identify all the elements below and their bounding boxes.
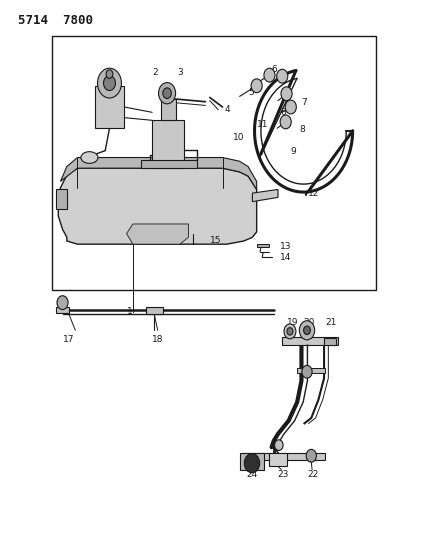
Text: 15: 15 [210,237,221,246]
Text: 17: 17 [62,335,74,344]
Circle shape [57,296,68,310]
Text: 1: 1 [127,307,132,316]
Polygon shape [152,120,184,168]
Text: 20: 20 [303,318,315,327]
Text: 8: 8 [299,125,305,134]
Circle shape [264,68,275,82]
Polygon shape [282,337,338,345]
Polygon shape [95,86,125,128]
Circle shape [158,83,175,104]
Text: 12: 12 [308,189,319,198]
Bar [52,36,376,290]
Polygon shape [244,453,325,460]
Circle shape [302,366,312,378]
Circle shape [275,440,283,450]
Circle shape [106,70,113,78]
Text: 18: 18 [152,335,163,344]
Text: 5: 5 [248,87,254,96]
Polygon shape [58,168,257,244]
Circle shape [277,69,288,83]
Polygon shape [56,307,69,313]
Text: 7: 7 [301,98,307,107]
Polygon shape [253,189,278,201]
Text: 19: 19 [286,318,298,327]
Polygon shape [240,453,265,470]
Circle shape [251,79,262,93]
Circle shape [299,321,315,340]
Polygon shape [297,368,325,373]
Circle shape [163,88,171,99]
Circle shape [287,328,293,335]
Text: 6: 6 [280,108,286,117]
Polygon shape [257,244,270,247]
Text: 6: 6 [272,66,277,74]
Polygon shape [60,158,257,189]
Circle shape [284,324,296,339]
Circle shape [280,115,291,129]
Text: 22: 22 [307,471,318,479]
Text: 5714  7800: 5714 7800 [18,14,93,27]
Text: 14: 14 [280,254,291,262]
Text: 9: 9 [291,147,297,156]
Text: 23: 23 [277,471,288,479]
Text: 21: 21 [325,318,336,327]
Polygon shape [146,307,163,314]
Text: 2: 2 [152,68,158,77]
Text: 4: 4 [225,105,230,114]
Circle shape [281,87,292,101]
Polygon shape [142,160,197,168]
Text: 3: 3 [178,68,184,77]
Ellipse shape [81,152,98,164]
Circle shape [303,326,310,335]
Polygon shape [160,99,175,120]
Circle shape [98,68,122,98]
Circle shape [104,76,116,91]
Text: 13: 13 [280,242,291,251]
Circle shape [306,449,316,462]
Circle shape [244,454,260,473]
Text: 16: 16 [142,237,153,246]
Text: 24: 24 [246,471,257,479]
Polygon shape [324,338,336,345]
Polygon shape [56,189,67,209]
Polygon shape [127,224,188,244]
Circle shape [285,100,296,114]
Polygon shape [270,453,286,466]
Text: 11: 11 [257,119,268,128]
Text: 10: 10 [233,133,245,142]
